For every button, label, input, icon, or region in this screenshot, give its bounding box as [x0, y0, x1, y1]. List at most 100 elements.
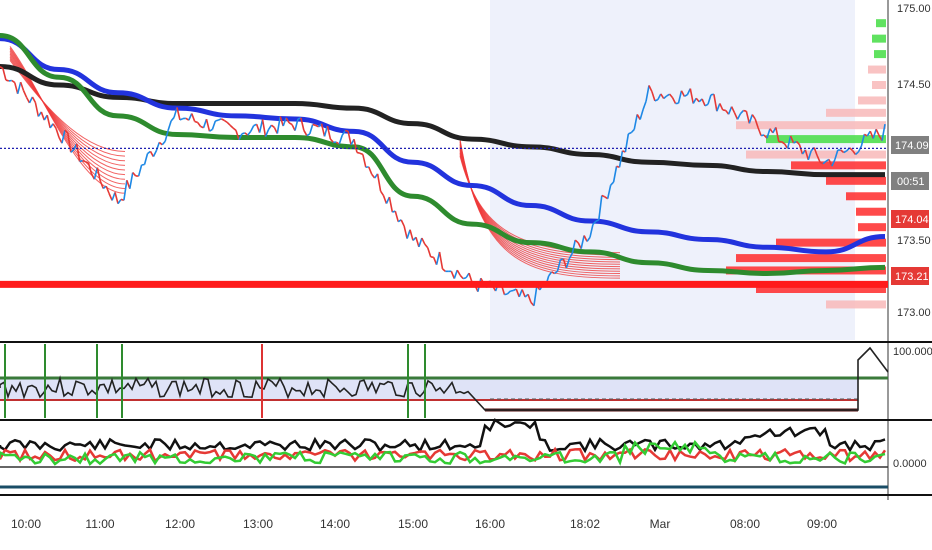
- price-segment: [158, 141, 163, 146]
- timer-tag: 00:51: [897, 176, 925, 188]
- price-segment: [276, 116, 282, 134]
- price-segment: [0, 65, 4, 70]
- price-segment: [67, 132, 72, 153]
- price-segment: [618, 150, 624, 168]
- price-segment: [403, 225, 408, 239]
- price-segment: [241, 132, 246, 135]
- price-segment: [400, 219, 405, 227]
- price-segment: [215, 119, 219, 122]
- time-label: Mar: [650, 517, 671, 531]
- price-segment: [435, 251, 441, 265]
- price-segment: [743, 109, 747, 112]
- macd-pane: [0, 418, 888, 489]
- time-label: 18:02: [570, 517, 600, 531]
- price-segment: [816, 155, 821, 163]
- price-segment: [258, 119, 264, 133]
- ribbon-line: [9, 50, 126, 180]
- price-segment: [308, 124, 314, 135]
- price-segment: [510, 289, 514, 292]
- price-segment: [677, 90, 683, 104]
- price-segment: [108, 193, 113, 201]
- price-segment: [93, 167, 99, 180]
- price-segment: [441, 268, 446, 272]
- time-label: 12:00: [165, 517, 195, 531]
- macd-zero-label: 0.0000: [893, 458, 927, 470]
- price-segment: [515, 288, 520, 298]
- ribbon-line: [9, 46, 126, 194]
- price-tag-bg: [891, 136, 929, 154]
- volume-profile-bar: [791, 161, 886, 170]
- price-segment: [173, 107, 178, 118]
- ribbon-line: [9, 49, 126, 185]
- price-segment: [323, 125, 329, 137]
- price-segment: [684, 94, 688, 98]
- price-segment: [205, 118, 211, 132]
- price-segment: [238, 133, 243, 141]
- price-segment: [630, 128, 635, 134]
- price-segment: [610, 181, 615, 186]
- price-segment: [46, 115, 51, 129]
- price-segment: [719, 103, 724, 111]
- price-segment: [580, 235, 585, 249]
- price-segment: [345, 129, 349, 132]
- price-segment: [757, 127, 762, 136]
- price-segment: [141, 163, 145, 166]
- price-segment: [179, 117, 184, 121]
- price-segment: [40, 111, 46, 121]
- price-segment: [217, 118, 222, 121]
- price-segment: [143, 153, 149, 165]
- price-segment: [70, 149, 75, 153]
- price-segment: [359, 152, 364, 156]
- price-segment: [306, 133, 311, 137]
- price-segment: [105, 185, 110, 194]
- oscillator-pane: [0, 344, 889, 418]
- price-segment: [161, 140, 166, 146]
- price-segment: [739, 110, 744, 115]
- ma-mid-blue-line: [0, 36, 886, 255]
- price-segment: [881, 124, 886, 141]
- volume-profile-bar: [776, 238, 886, 247]
- price-segment: [527, 294, 532, 303]
- macd-line: [0, 418, 886, 454]
- price-segment: [31, 96, 37, 103]
- price-segment: [329, 138, 334, 143]
- price-segment: [595, 219, 600, 223]
- price-segment: [612, 166, 618, 183]
- price-segment: [745, 110, 751, 124]
- price-segment: [376, 173, 382, 192]
- price-segment: [518, 289, 523, 298]
- price-segment: [642, 100, 647, 110]
- price-segment: [247, 130, 252, 136]
- volume-profile-bar: [736, 121, 886, 130]
- price-segment: [860, 134, 866, 147]
- price-segment: [586, 236, 591, 242]
- price-segment: [137, 164, 143, 177]
- price-segment: [64, 129, 69, 134]
- price-segment: [716, 103, 721, 112]
- price-segment: [99, 180, 104, 189]
- price-segment: [736, 113, 742, 120]
- price-segment: [288, 122, 293, 126]
- price-label-173-00: 173.00: [897, 307, 931, 319]
- time-label: 13:00: [243, 517, 273, 531]
- price-segment: [300, 117, 305, 131]
- price-segment: [707, 94, 712, 105]
- price-segment: [565, 258, 571, 269]
- price-segment: [851, 150, 857, 155]
- price-segment: [235, 130, 240, 141]
- price-segment: [52, 123, 57, 129]
- price-segment: [176, 107, 181, 121]
- price-segment: [701, 98, 706, 107]
- price-segment: [562, 258, 568, 269]
- volume-profile-bar: [826, 176, 886, 185]
- volume-profile-bar: [766, 135, 886, 144]
- price-segment: [704, 103, 709, 107]
- price-segment: [197, 121, 202, 127]
- price-segment: [19, 81, 25, 92]
- price-segment: [748, 114, 754, 124]
- price-segment: [751, 114, 756, 120]
- price-segment: [781, 141, 786, 145]
- price-segment: [804, 149, 810, 161]
- price-segment: [775, 127, 780, 142]
